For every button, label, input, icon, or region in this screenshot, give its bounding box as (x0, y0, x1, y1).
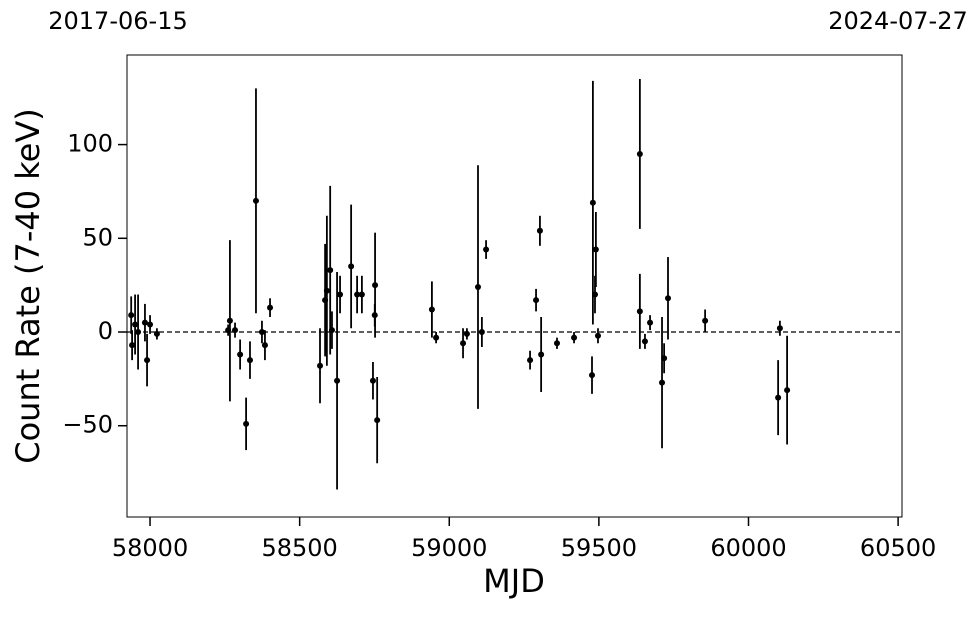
data-point (128, 312, 135, 319)
plot-frame (126, 54, 903, 518)
data-point (358, 291, 365, 298)
x-tick-label: 58000 (112, 534, 188, 562)
y-tick-label: 100 (67, 130, 113, 158)
data-point (594, 332, 601, 339)
data-point (132, 321, 139, 328)
data-point (258, 329, 265, 336)
data-point (636, 308, 643, 315)
x-axis-label: MJD (483, 562, 545, 600)
data-point (147, 321, 154, 328)
y-axis-label: Count Rate (7-40 keV) (9, 108, 47, 463)
data-point (571, 334, 578, 341)
data-point (428, 306, 435, 313)
data-point (536, 227, 543, 234)
data-point (243, 420, 250, 427)
data-point (591, 291, 598, 298)
data-point (226, 317, 233, 324)
x-tick-label: 59000 (411, 534, 487, 562)
data-point (460, 340, 467, 347)
data-point (141, 319, 148, 326)
data-point (661, 355, 668, 362)
data-point (372, 282, 379, 289)
top-left-label: 2017-06-15 (48, 7, 187, 35)
x-tick-label: 58500 (261, 534, 337, 562)
data-point (252, 197, 259, 204)
data-point (776, 325, 783, 332)
data-point (374, 417, 381, 424)
data-point (153, 330, 160, 337)
data-point (135, 329, 142, 336)
data-point (478, 329, 485, 336)
data-point (354, 291, 361, 298)
data-point (261, 342, 268, 349)
top-right-label: 2024-07-27 (828, 7, 967, 35)
data-point (589, 199, 596, 206)
data-point (327, 267, 334, 274)
data-point (348, 263, 355, 270)
y-tick-label: −50 (62, 411, 113, 439)
data-point (144, 357, 151, 364)
data-point (636, 150, 643, 157)
data-point (533, 297, 540, 304)
data-point (641, 338, 648, 345)
data-point (775, 394, 782, 401)
data-point (328, 327, 335, 334)
data-point (246, 357, 253, 364)
data-point (538, 351, 545, 358)
data-point (463, 330, 470, 337)
data-point (665, 295, 672, 302)
x-tick-label: 60500 (860, 534, 936, 562)
data-point (237, 351, 244, 358)
x-tick-label: 60000 (710, 534, 786, 562)
data-point (371, 312, 378, 319)
data-point (474, 284, 481, 291)
data-point (659, 379, 666, 386)
data-point (129, 342, 136, 349)
data-point (592, 246, 599, 253)
data-point (483, 246, 490, 253)
data-point (589, 372, 595, 379)
data-point (527, 357, 534, 364)
data-point (323, 287, 330, 294)
y-tick-label: 50 (82, 223, 113, 251)
data-point (433, 334, 440, 341)
data-point (337, 291, 344, 298)
data-point (702, 317, 709, 324)
data-point (317, 362, 324, 369)
data-point (369, 377, 376, 384)
data-point (553, 340, 560, 347)
data-point (647, 319, 654, 326)
data-point (267, 304, 274, 311)
data-point (784, 387, 791, 394)
y-tick-label: 0 (98, 317, 113, 345)
data-point (232, 327, 239, 334)
x-tick-label: 59500 (561, 534, 637, 562)
data-point (334, 377, 341, 384)
